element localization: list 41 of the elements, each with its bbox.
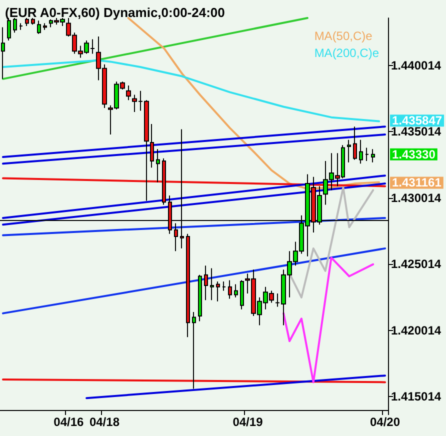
candlestick bbox=[150, 123, 154, 168]
candlestick bbox=[371, 148, 375, 163]
candlestick bbox=[198, 274, 202, 322]
text: 1.435847 bbox=[392, 114, 442, 128]
text: MA(200,C)e bbox=[314, 46, 380, 60]
candlestick bbox=[1, 26, 5, 80]
candlestick bbox=[353, 126, 357, 160]
candlestick bbox=[126, 85, 131, 101]
candlestick bbox=[204, 265, 208, 301]
x-tick-label: 04/19 bbox=[232, 415, 264, 429]
candlestick bbox=[37, 20, 41, 34]
x-tick-label: 04/20 bbox=[370, 415, 400, 429]
x-tick-label: 04/16 bbox=[54, 415, 84, 429]
text: 1.43330 bbox=[392, 147, 436, 162]
candlestick bbox=[43, 22, 47, 30]
text: MA(50,C)e bbox=[314, 29, 373, 43]
y-tick-label: 1.425014 bbox=[391, 257, 442, 272]
candlestick bbox=[216, 281, 220, 302]
candlestick bbox=[174, 222, 178, 252]
candlestick bbox=[156, 148, 160, 183]
candlestick bbox=[359, 139, 363, 164]
candlestick bbox=[228, 280, 232, 300]
candlestick bbox=[210, 268, 214, 301]
text: 1.431161 bbox=[392, 176, 442, 190]
candlestick bbox=[186, 233, 190, 338]
candlestick bbox=[192, 312, 196, 390]
candlestick bbox=[365, 147, 369, 162]
line-series bbox=[2, 59, 380, 122]
candlestick bbox=[234, 284, 238, 298]
y-tick-label: 1.440014 bbox=[391, 58, 442, 72]
y-tick-label: 1.420014 bbox=[391, 323, 442, 338]
y-tick-label: 1.430014 bbox=[391, 190, 442, 205]
line-series bbox=[288, 186, 374, 298]
candlestick bbox=[240, 280, 244, 310]
y-tick-label: 1.415014 bbox=[391, 390, 442, 404]
candlestick bbox=[19, 22, 23, 30]
chart-title: (EUR A0-FX,60) Dynamic,0:00-24:00 bbox=[5, 5, 225, 20]
x-tick-label: 04/18 bbox=[89, 415, 120, 429]
candlestick bbox=[222, 281, 226, 292]
candlestick bbox=[347, 139, 351, 163]
line-series bbox=[282, 256, 374, 384]
